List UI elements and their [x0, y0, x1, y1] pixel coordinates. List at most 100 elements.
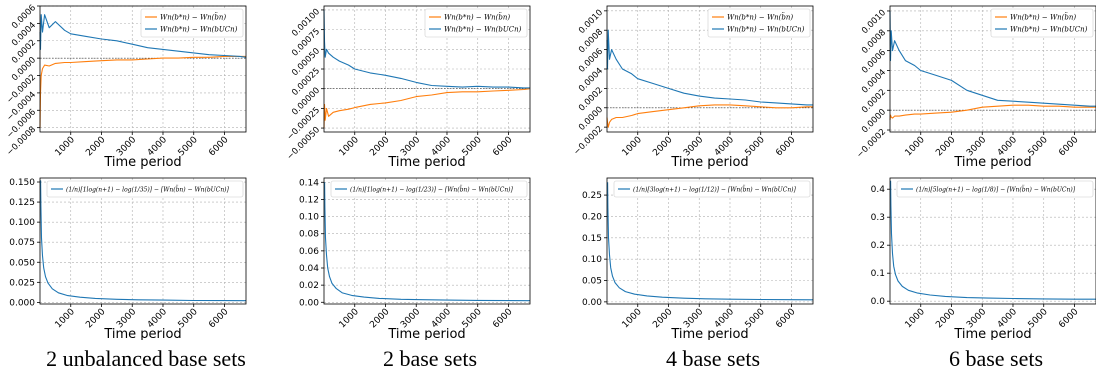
y-tick-label: −0.0002 — [855, 127, 888, 160]
x-axis-label: Time period — [387, 155, 465, 170]
y-tick-label: 0.3 — [871, 213, 885, 223]
legend-label: Wn(b*n) − Wn(bUCn) — [727, 26, 805, 34]
y-tick-label: 0.08 — [299, 230, 319, 240]
y-tick-label: 0.1 — [871, 269, 885, 279]
x-tick-label: 1000 — [621, 135, 644, 158]
figure: 1000 2000 3000 4000 5000 6000−0.0008−0.0006−0… — [5, 3, 1096, 340]
y-tick-label: 0.15 — [582, 234, 602, 244]
y-tick-label: 0.14 — [299, 178, 319, 188]
y-tick-label: 0.125 — [9, 198, 35, 208]
legend: (1/n)[3log(n+1) − log(1/12)] − [Wn(b̈n) … — [613, 180, 811, 198]
legend-label: (1/n)[1log(n+1) − log(1/35)] − [Wn(b̈n) … — [66, 186, 230, 193]
y-tick-label: 0.00 — [582, 298, 602, 308]
y-tick-label: 0.100 — [9, 218, 35, 228]
plot-frame — [39, 5, 247, 133]
y-tick-label: 0.025 — [9, 278, 35, 288]
legend: (1/n)[5log(n+1) − log(1/8)] − [Wn(b̈n) −… — [896, 180, 1094, 198]
legend-label: Wn(b*n) − Wn(b̈n) — [1010, 12, 1076, 22]
y-tick-label: 0.2 — [871, 241, 885, 251]
legend-label: (1/n)[5log(n+1) − log(1/8)] − [Wn(b̈n) −… — [916, 186, 1076, 193]
y-tick-label: 0.04 — [299, 264, 319, 274]
legend-label: (1/n)[3log(n+1) − log(1/12)] − [Wn(b̈n) … — [633, 186, 797, 193]
caption-set-1: 2 unbalanced base sets — [46, 346, 246, 371]
legend-label: Wn(b*n) − Wn(b̈n) — [160, 12, 226, 22]
caption-set-3: 4 base sets — [665, 346, 761, 371]
series-line-2 — [323, 9, 530, 89]
chart-bottom-1: 1000 2000 3000 4000 5000 60000.0000.0250.0500… — [9, 177, 247, 340]
legend: Wn(b*n) − Wn(b̈n) Wn(b*n) − Wn(bUCn) — [424, 8, 528, 38]
y-tick-label: 0.25 — [582, 191, 602, 201]
x-tick-label: 6000 — [1057, 135, 1080, 158]
series-line-1 — [889, 104, 1096, 121]
legend-box — [990, 8, 1094, 38]
caption-set-2: 2 base sets — [382, 346, 478, 371]
y-tick-label: 0.00 — [299, 298, 319, 308]
series-line-1 — [39, 55, 246, 128]
chart-top-2: 1000 2000 3000 4000 5000 6000−0.00050−0.00025… — [285, 5, 531, 170]
x-tick-label: 1000 — [54, 135, 77, 158]
y-tick-label: 0.10 — [582, 255, 602, 265]
plot-frame — [889, 177, 1096, 305]
series-line-1 — [606, 104, 813, 128]
x-tick-label: 1000 — [338, 135, 361, 158]
plot-frame — [323, 177, 531, 305]
x-tick-label: 1000 — [904, 135, 927, 158]
chart-bottom-2: 1000 2000 3000 4000 5000 60000.000.020.040.06… — [299, 177, 531, 340]
chart-top-3: 1000 2000 3000 4000 5000 6000−0.00020.00000.0… — [572, 5, 814, 170]
y-tick-label: 0.05 — [582, 277, 602, 287]
chart-top-1: 1000 2000 3000 4000 5000 6000−0.0008−0.0006−0… — [5, 3, 247, 170]
caption-set-4: 6 base sets — [948, 346, 1044, 371]
legend: Wn(b*n) − Wn(b̈n) Wn(b*n) − Wn(bUCn) — [707, 8, 811, 38]
x-tick-label: 6000 — [207, 135, 230, 158]
legend: (1/n)[1log(n+1) − log(1/35)] − [Wn(b̈n) … — [46, 180, 244, 198]
series-line-2 — [606, 29, 813, 106]
x-axis-label: Time period — [670, 155, 748, 170]
series-line-2 — [39, 14, 247, 58]
legend-box — [330, 180, 528, 198]
x-tick-label: 6000 — [207, 307, 230, 330]
legend-label: (1/n)[1log(n+1) − log(1/23)] − [Wn(b̈n) … — [350, 186, 514, 193]
x-tick-label: 6000 — [1057, 307, 1080, 330]
chart-bottom-3: 1000 2000 3000 4000 5000 60000.000.050.100.15… — [582, 177, 814, 340]
legend-label: Wn(b*n) − Wn(bUCn) — [1010, 26, 1088, 34]
plot-frame — [606, 177, 814, 305]
chart-bottom-4: 1000 2000 3000 4000 5000 60000.00.10.20.30.4T… — [871, 177, 1096, 340]
y-tick-label: −0.0002 — [572, 124, 605, 157]
x-tick-label: 6000 — [774, 135, 797, 158]
plot-frame — [889, 5, 1096, 133]
x-tick-label: 6000 — [774, 307, 797, 330]
y-tick-label: 0.000 — [9, 298, 35, 308]
y-tick-label: 0.0 — [871, 297, 886, 307]
legend: (1/n)[1log(n+1) − log(1/23)] − [Wn(b̈n) … — [330, 180, 528, 198]
y-tick-label: 0.10 — [299, 213, 319, 223]
series-line-2 — [889, 10, 1096, 107]
y-tick-label: 0.050 — [9, 258, 35, 268]
legend-label: Wn(b*n) − Wn(b̈n) — [444, 12, 510, 22]
series-line-1 — [890, 180, 1096, 300]
plot-frame — [39, 177, 247, 305]
chart-top-4: 1000 2000 3000 4000 5000 6000−0.00020.00000.0… — [855, 5, 1096, 170]
legend-box — [140, 8, 244, 38]
legend-label: Wn(b*n) − Wn(bUCn) — [160, 26, 238, 34]
legend-label: Wn(b*n) − Wn(bUCn) — [444, 26, 522, 34]
x-axis-label: Time period — [953, 155, 1031, 170]
legend-box — [46, 180, 244, 198]
legend: Wn(b*n) − Wn(b̈n) Wn(b*n) − Wn(bUCn) — [140, 8, 244, 38]
x-axis-label: Time period — [387, 327, 465, 340]
x-tick-label: 1000 — [621, 307, 644, 330]
x-axis-label: Time period — [103, 155, 181, 170]
x-tick-label: 1000 — [904, 307, 927, 330]
x-tick-label: 6000 — [491, 135, 514, 158]
legend: Wn(b*n) − Wn(b̈n) Wn(b*n) − Wn(bUCn) — [990, 8, 1094, 38]
x-axis-label: Time period — [103, 327, 181, 340]
x-axis-label: Time period — [953, 327, 1031, 340]
legend-box — [707, 8, 811, 38]
series-line-1 — [324, 182, 531, 302]
legend-box — [613, 180, 811, 198]
series-line-1 — [40, 180, 247, 302]
y-tick-label: 0.20 — [582, 212, 602, 222]
y-tick-label: 0.06 — [299, 247, 319, 257]
x-tick-label: 1000 — [338, 307, 361, 330]
y-tick-label: 0.150 — [9, 178, 35, 188]
legend-label: Wn(b*n) − Wn(b̈n) — [727, 12, 793, 22]
